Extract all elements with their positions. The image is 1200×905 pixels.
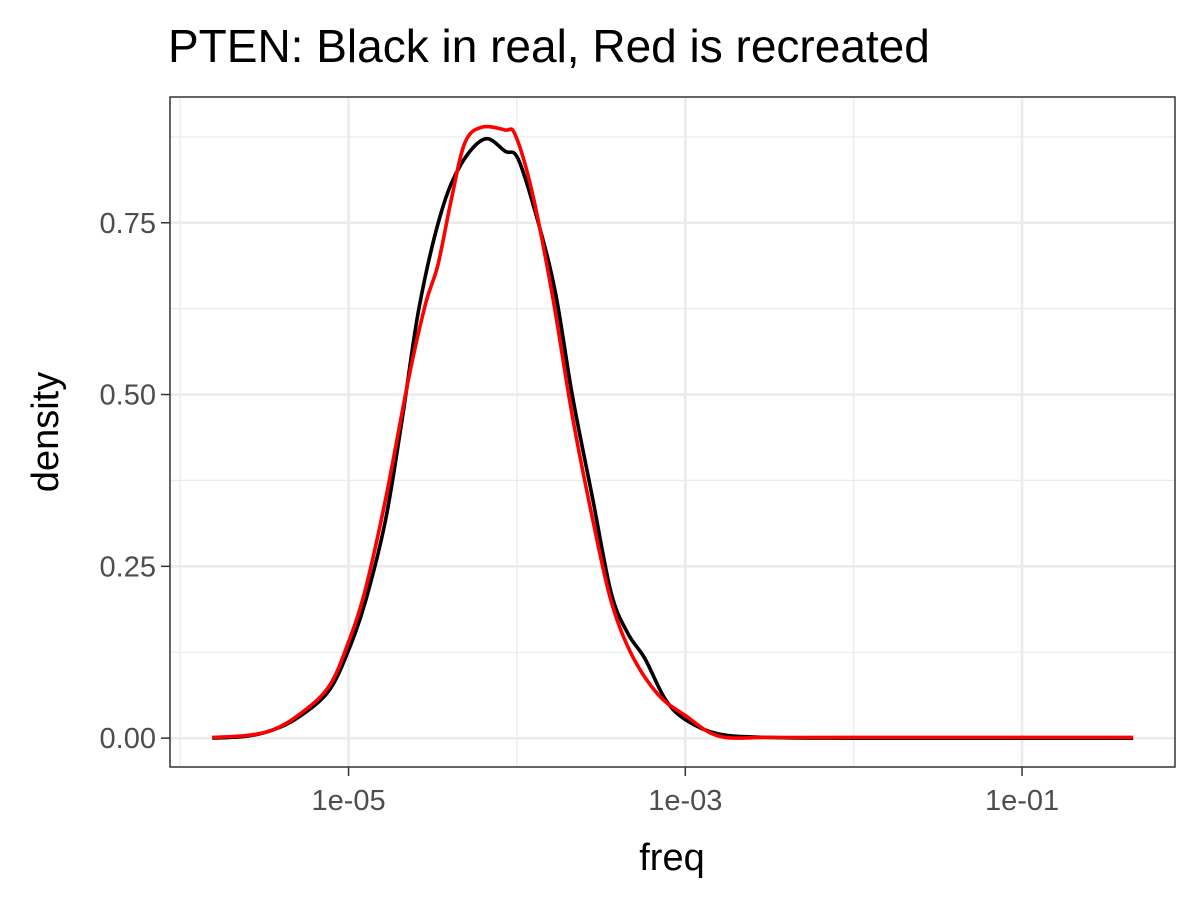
y-tick-label: 0.25 <box>100 551 156 583</box>
y-tick-label: 0.00 <box>100 723 156 755</box>
x-tick-label: 1e-01 <box>985 785 1059 817</box>
y-tick-label: 0.50 <box>100 380 156 412</box>
x-axis-label: freq <box>639 837 704 879</box>
grid <box>170 97 1175 767</box>
x-tick-label: 1e-05 <box>311 785 385 817</box>
recreated-density-line <box>212 124 1134 740</box>
x-tick-label: 1e-03 <box>648 785 722 817</box>
series-layer <box>212 124 1134 740</box>
y-tick-label: 0.75 <box>100 208 156 240</box>
chart-title: PTEN: Black in real, Red is recreated <box>168 20 930 72</box>
plot-background <box>170 97 1175 767</box>
plot-panel-border <box>169 96 1176 768</box>
y-axis-label: density <box>25 372 67 492</box>
axes: 1e-05 1e-03 1e-01 0.00 0.25 0.50 0.75 <box>100 208 1060 817</box>
